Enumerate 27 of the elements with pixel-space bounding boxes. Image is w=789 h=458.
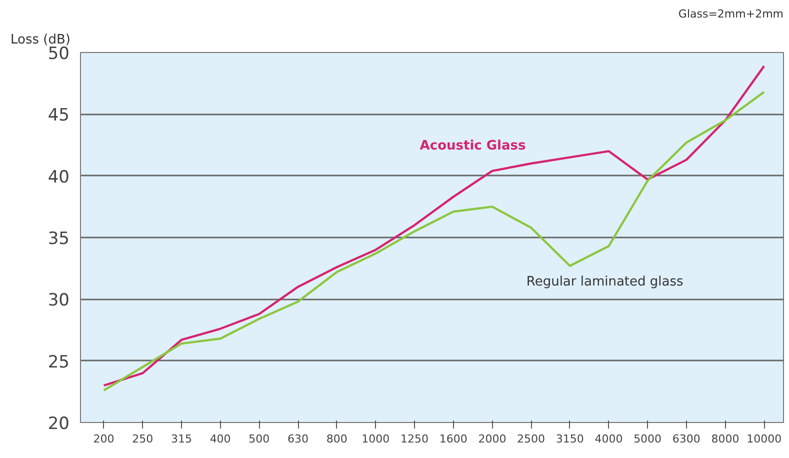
x-tick-label: 250 <box>132 432 154 446</box>
x-tick-label: 315 <box>170 432 192 446</box>
x-tick-label: 10000 <box>746 432 782 446</box>
text: Regular laminated glass <box>526 274 684 290</box>
x-tick-label: 3150 <box>556 432 584 446</box>
y-tick-label: 40 <box>48 167 70 188</box>
x-tick-label: 1600 <box>439 432 468 446</box>
x-tick-label: 1000 <box>362 432 390 446</box>
y-tick-label: 25 <box>48 352 70 372</box>
series-label: Acoustic Glass <box>420 138 526 154</box>
x-tick-label: 800 <box>326 432 348 446</box>
x-tick-label: 4000 <box>594 432 623 446</box>
y-tick-label: 35 <box>48 229 70 249</box>
x-tick-label: 1250 <box>400 432 429 446</box>
x-tick-label: 500 <box>248 432 270 446</box>
x-tick-label: 5000 <box>634 432 662 446</box>
x-tick-label: 6300 <box>672 432 700 446</box>
x-tick-label: 400 <box>210 432 231 446</box>
x-tick-label: 2500 <box>517 432 546 446</box>
y-tick-label: 45 <box>48 106 70 126</box>
x-tick-label: 200 <box>93 432 114 446</box>
x-tick-label: 630 <box>288 432 309 446</box>
x-tick-label: 8000 <box>711 432 740 446</box>
text: Glass=2mm+2mm <box>678 8 784 20</box>
y-tick-label: 30 <box>48 290 70 311</box>
x-tick-label: 2000 <box>478 432 506 446</box>
y-tick-label: 20 <box>48 414 70 434</box>
